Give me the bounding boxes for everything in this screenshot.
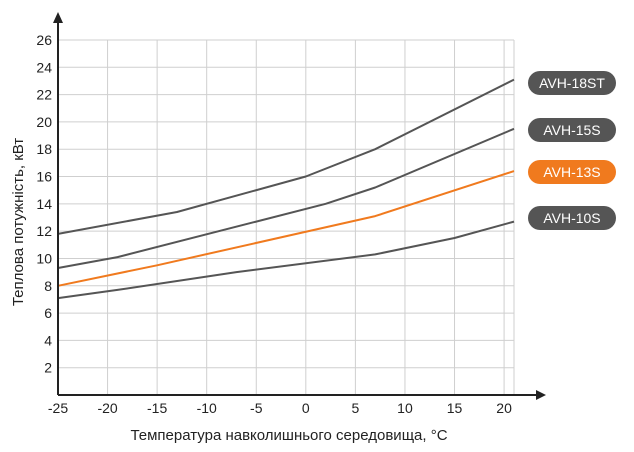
y-tick-label: 4 <box>44 332 52 348</box>
y-tick-label: 12 <box>36 223 52 239</box>
y-tick-label: 8 <box>44 278 52 294</box>
legend-label: AVH-10S <box>543 210 600 226</box>
x-tick-label: 15 <box>447 400 463 416</box>
legend-item-avh-18st: AVH-18ST <box>528 71 616 95</box>
x-tick-label: 10 <box>397 400 413 416</box>
x-tick-label: -20 <box>97 400 117 416</box>
x-tick-labels: -25 -20 -15 -10 -5 0 5 10 15 20 <box>48 400 512 416</box>
x-tick-label: -25 <box>48 400 68 416</box>
legend-label: AVH-13S <box>543 164 600 180</box>
x-tick-label: 5 <box>351 400 359 416</box>
x-tick-label: 20 <box>496 400 512 416</box>
legend-badge <box>528 71 616 95</box>
y-axis-title: Теплова потужність, кВт <box>10 138 27 306</box>
legend-label: AVH-18ST <box>539 75 605 91</box>
axes <box>53 12 546 400</box>
grid <box>58 39 515 395</box>
x-axis-title: Температура навколишнього середовища, °С <box>130 427 447 444</box>
series-line-avh-15s <box>57 127 515 269</box>
legend-badge <box>528 160 616 184</box>
y-tick-label: 26 <box>36 32 52 48</box>
legend-item-avh-15s: AVH-15S <box>528 118 616 142</box>
x-tick-label: 0 <box>302 400 310 416</box>
y-axis-arrow <box>53 12 63 23</box>
y-tick-label: 18 <box>36 141 52 157</box>
x-tick-label: -5 <box>250 400 263 416</box>
y-tick-label: 6 <box>44 305 52 321</box>
x-tick-label: -15 <box>147 400 167 416</box>
legend-label: AVH-15S <box>543 122 600 138</box>
legend-item-avh-13s: AVH-13S <box>528 160 616 184</box>
legend: AVH-18ST AVH-15S AVH-13S AVH-10S <box>528 71 616 230</box>
y-tick-label: 14 <box>36 196 52 212</box>
legend-badge <box>528 118 616 142</box>
series-line-avh-13s <box>57 170 515 287</box>
legend-badge <box>528 206 616 230</box>
y-tick-label: 2 <box>44 360 52 376</box>
x-axis-arrow <box>536 390 546 400</box>
y-tick-label: 22 <box>36 87 52 103</box>
y-tick-label: 20 <box>36 114 52 130</box>
series-lines <box>57 78 515 300</box>
y-tick-label: 16 <box>36 169 52 185</box>
series-line-avh-10s <box>57 220 515 300</box>
x-tick-label: -10 <box>197 400 217 416</box>
legend-item-avh-10s: AVH-10S <box>528 206 616 230</box>
y-tick-label: 10 <box>36 250 52 266</box>
y-tick-label: 24 <box>36 59 52 75</box>
series-line-avh-18st <box>57 78 515 235</box>
